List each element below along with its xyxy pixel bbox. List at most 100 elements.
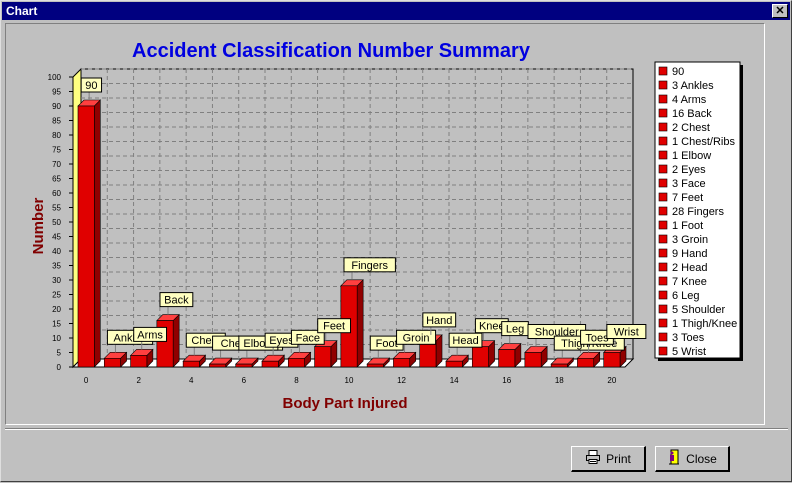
bar-label: Foot (376, 338, 398, 350)
bar (471, 346, 489, 368)
chart-title: Accident Classification Number Summary (132, 40, 531, 62)
legend-entry: 1 Chest/Ribs (672, 136, 735, 148)
close-button[interactable]: Close (655, 446, 730, 472)
legend-entry: 7 Feet (672, 192, 703, 204)
x-tick-label: 8 (294, 376, 299, 385)
bar-label-box (133, 326, 168, 342)
x-tick-label: 18 (555, 376, 564, 385)
frame-gutter (766, 23, 788, 425)
legend-swatch (658, 108, 668, 118)
bar-label: Knee (479, 321, 505, 333)
y-tick-label: 60 (52, 189, 61, 198)
legend-entry: 7 Knee (672, 276, 707, 288)
bar (77, 105, 95, 368)
y-tick-label: 25 (52, 291, 61, 300)
y-tick-label: 20 (52, 305, 61, 314)
bar-label: Hand (426, 315, 452, 327)
x-tick-label: 20 (607, 376, 616, 385)
y-tick-label: 95 (52, 88, 61, 97)
y-tick-label: 55 (52, 204, 61, 213)
bar-label-box (343, 257, 396, 273)
x-tick-label: 16 (502, 376, 511, 385)
y-tick-label: 15 (52, 320, 61, 329)
bar-label: Leg (506, 324, 524, 336)
legend-swatch (658, 332, 668, 342)
y-tick-label: 0 (57, 363, 62, 372)
bar (445, 360, 463, 368)
legend-swatch (658, 192, 668, 202)
legend-entry: 3 Face (672, 178, 706, 190)
bar-label: Fingers (351, 260, 388, 272)
legend-entry: 6 Leg (672, 290, 700, 302)
legend-swatch (658, 178, 668, 188)
bar-label-box (422, 312, 457, 328)
x-tick-label: 0 (84, 376, 89, 385)
legend-swatch (658, 262, 668, 272)
divider (5, 428, 788, 430)
legend-entry: 5 Wrist (672, 346, 706, 358)
legend: 90 3 Ankles 4 Arms 16 Back 2 Chest 1 Chest/Ri… (654, 61, 743, 361)
legend-swatch (658, 136, 668, 146)
legend-entry: 3 Ankles (672, 80, 714, 92)
legend-entry: 16 Back (672, 108, 712, 120)
bar-label: Eyes (269, 335, 294, 347)
bar-label-box (606, 324, 647, 339)
y-tick-label: 100 (48, 73, 62, 82)
bar (550, 363, 568, 368)
title-bar: Chart ✕ (2, 2, 790, 20)
chart-frame (5, 23, 765, 425)
y-tick-label: 90 (52, 102, 61, 111)
x-tick-label: 12 (397, 376, 406, 385)
y-tick-label: 40 (52, 247, 61, 256)
y-tick-label: 75 (52, 146, 61, 155)
bar (130, 355, 148, 368)
bar (577, 357, 595, 368)
legend-entry: 90 (672, 66, 684, 78)
x-tick-label: 4 (189, 376, 194, 385)
bar (498, 349, 516, 368)
bar (524, 352, 542, 368)
bar-label: Feet (323, 321, 345, 333)
bar-label-box (448, 332, 483, 348)
x-tick-label: 6 (242, 376, 247, 385)
legend-entry: 2 Head (672, 262, 707, 274)
legend-entry: 5 Shoulder (672, 304, 726, 316)
legend-entry: 1 Thigh/Knee (672, 318, 737, 330)
bar (314, 346, 332, 368)
x-axis-label: Body Part Injured (282, 395, 407, 412)
bar (419, 340, 437, 368)
bar-label: Back (164, 295, 189, 307)
bar-label: Groin (403, 332, 430, 344)
legend-swatch (658, 94, 668, 104)
y-tick-label: 30 (52, 276, 61, 285)
legend-entry: 28 Fingers (672, 206, 724, 218)
print-label: Print (606, 451, 631, 466)
close-icon: ✕ (775, 5, 785, 17)
y-axis-label: Number (30, 198, 47, 255)
x-tick-label: 14 (450, 376, 459, 385)
bar-label-box (80, 77, 103, 93)
bar-label-box (396, 329, 437, 345)
bar-label: Toes (585, 332, 609, 344)
legend-swatch (658, 122, 668, 132)
y-tick-label: 5 (57, 349, 62, 358)
bar-label-box (317, 318, 352, 334)
legend-swatch (658, 164, 668, 174)
window-close-button[interactable]: ✕ (772, 4, 788, 18)
bar-side (93, 99, 101, 368)
bar-label: Wrist (614, 327, 639, 339)
legend-swatch (658, 276, 668, 286)
bar (182, 360, 200, 368)
door-exit-icon (667, 449, 681, 468)
legend-swatch (658, 304, 668, 314)
bar-side (356, 279, 364, 368)
bar (261, 360, 279, 368)
y-tick-label: 50 (52, 218, 61, 227)
print-button[interactable]: Print (571, 446, 646, 472)
close-label: Close (686, 451, 717, 466)
y-tick-label: 45 (52, 233, 61, 242)
bar-label: Face (296, 332, 320, 344)
y-tick-label: 85 (52, 117, 61, 126)
bar (366, 363, 384, 368)
bar (103, 357, 121, 368)
